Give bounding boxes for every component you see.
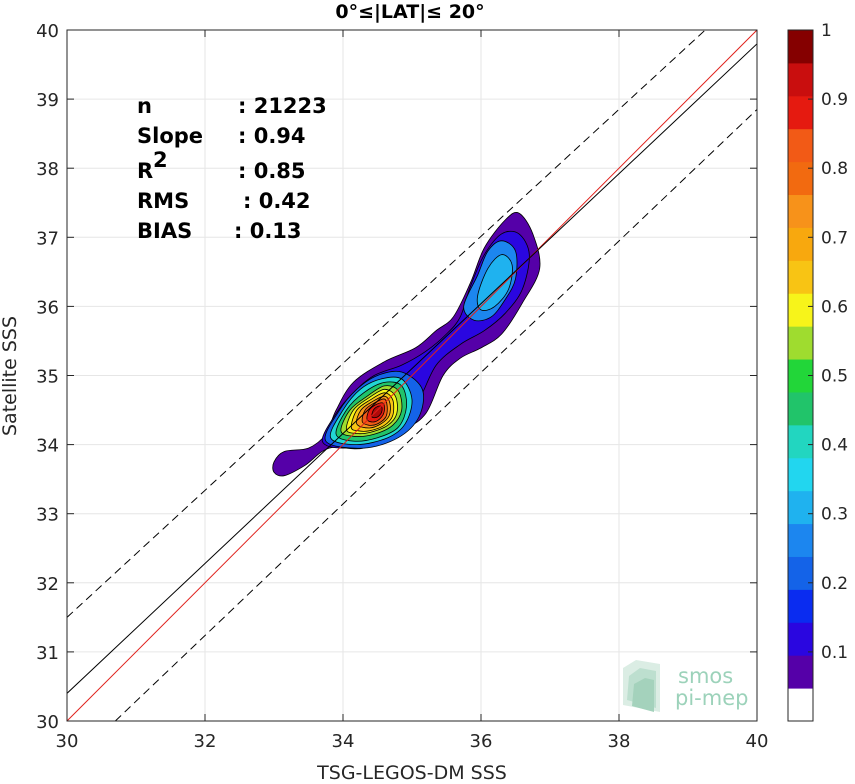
stat-value: : 0.42 — [243, 189, 311, 213]
colorbar-tick-label: 0.4 — [821, 436, 848, 456]
y-tick-label: 33 — [36, 505, 59, 526]
reference-lines — [67, 30, 757, 721]
stats-box: n : 21223 Slope : 0.94 R 2 : 0.85 RMS : 0.42 BIAS… — [137, 94, 327, 243]
colorbar-segment — [788, 655, 813, 689]
colorbar-tick-label: 0.1 — [821, 643, 848, 663]
x-tick-label: 38 — [608, 731, 631, 752]
x-axis-label: TSG-LEGOS-DM SSS — [316, 762, 507, 784]
y-tick-label: 36 — [36, 297, 59, 318]
colorbar-segment — [788, 260, 813, 294]
y-tick-label: 38 — [36, 159, 59, 180]
y-tick-label: 37 — [36, 228, 59, 249]
colorbar-segment — [788, 161, 813, 196]
smos-pi-mep-logo: smos pi-mep — [623, 660, 748, 712]
y-ticks: 30 31 32 33 34 35 36 37 38 39 40 — [36, 21, 757, 733]
stat-value: : 0.94 — [238, 124, 306, 148]
y-tick-label: 30 — [36, 712, 59, 733]
x-tick-label: 34 — [332, 731, 355, 752]
colorbar-segment — [788, 556, 813, 590]
grid — [66, 29, 758, 722]
colorbar-segment — [788, 62, 813, 97]
chart-title: 0°≤|LAT|≤ 20° — [335, 1, 484, 23]
colorbar-tick-label: 0.5 — [821, 367, 848, 387]
colorbar-tick-label: 0.8 — [821, 159, 848, 179]
y-tick-label: 35 — [36, 367, 59, 388]
colorbar-tick-label: 0.6 — [821, 297, 848, 317]
colorbar-segment — [788, 391, 813, 426]
density-contours — [272, 212, 541, 477]
regression-line — [67, 43, 757, 694]
colorbar-segment — [788, 227, 813, 261]
identity-line — [67, 30, 757, 721]
y-tick-label: 34 — [36, 436, 59, 457]
colorbar-segment — [788, 688, 813, 722]
stat-label-superscript: 2 — [153, 148, 168, 172]
x-tick-label: 32 — [194, 731, 217, 752]
colorbar-segment — [788, 128, 813, 163]
colorbar-segment — [788, 589, 813, 623]
logo-text-pimep: pi-mep — [675, 686, 748, 710]
colorbar — [788, 30, 813, 722]
colorbar-segment — [788, 490, 813, 525]
stat-value: : 0.13 — [234, 219, 302, 243]
colorbar-ticks: 0.1 0.2 0.3 0.4 0.5 0.6 0.7 0.8 0.9 1 — [808, 21, 848, 663]
stat-value: : 21223 — [238, 94, 327, 118]
y-axis-label: Satellite SSS — [0, 316, 21, 436]
colorbar-segment — [788, 30, 813, 64]
y-tick-label: 31 — [36, 643, 59, 664]
stat-label: RMS — [137, 189, 189, 213]
x-tick-label: 36 — [470, 731, 493, 752]
colorbar-segment — [788, 326, 813, 360]
colorbar-segment — [788, 457, 813, 492]
stat-label: R — [137, 159, 153, 183]
colorbar-tick-label: 0.3 — [821, 505, 848, 525]
colorbar-tick-label: 0.9 — [821, 90, 848, 110]
colorbar-segment — [788, 523, 813, 557]
colorbar-segment — [788, 424, 813, 459]
logo-text-smos: smos — [678, 664, 733, 688]
x-ticks: 30 32 34 36 38 40 — [56, 30, 769, 752]
colorbar-tick-label: 1 — [821, 21, 832, 41]
lower-bound-line — [114, 109, 757, 721]
y-tick-label: 32 — [36, 574, 59, 595]
stat-value: : 0.85 — [238, 159, 306, 183]
stat-label: Slope — [137, 124, 203, 148]
upper-bound-line — [67, 30, 706, 618]
colorbar-segment — [788, 95, 813, 130]
x-tick-label: 40 — [746, 731, 769, 752]
colorbar-tick-label: 0.2 — [821, 574, 848, 594]
stat-label: n — [137, 94, 152, 118]
y-tick-label: 39 — [36, 90, 59, 111]
colorbar-segment — [788, 194, 813, 228]
logo-mark — [623, 660, 660, 712]
contour-level-0_35 — [476, 254, 513, 311]
stat-label: BIAS — [137, 219, 192, 243]
colorbar-segment — [788, 293, 813, 327]
y-tick-label: 40 — [36, 21, 59, 42]
colorbar-segment — [788, 622, 813, 656]
x-tick-label: 30 — [56, 731, 79, 752]
colorbar-tick-label: 0.7 — [821, 228, 848, 248]
